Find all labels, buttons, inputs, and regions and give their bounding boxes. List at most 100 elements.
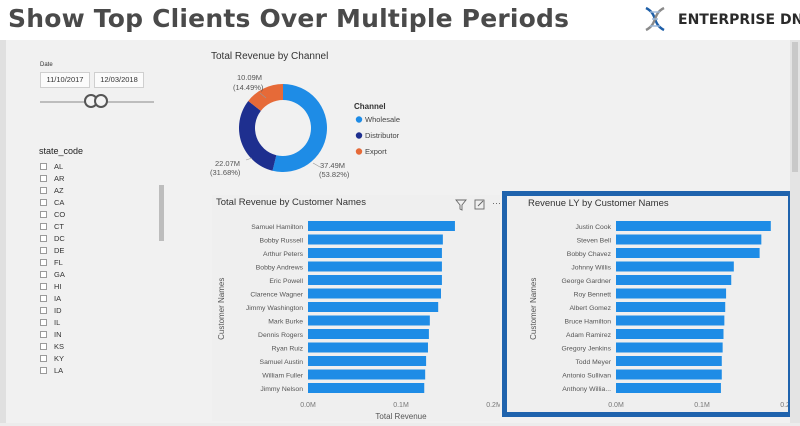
checkbox[interactable]	[40, 163, 47, 170]
total-revenue-bar-7[interactable]	[308, 315, 430, 326]
state-item-de[interactable]: DE	[40, 245, 156, 257]
checkbox[interactable]	[40, 187, 47, 194]
state-label: AR	[54, 174, 65, 183]
dna-helix-icon	[645, 6, 665, 32]
page-scrollbar-thumb[interactable]	[792, 42, 798, 172]
revenue-ly-bar-3[interactable]	[616, 261, 734, 272]
title-banner: Show Top Clients Over Multiple Periods E…	[0, 0, 800, 40]
filter-icon[interactable]	[455, 199, 467, 211]
revenue-ly-bar-11[interactable]	[616, 369, 722, 380]
date-slicer[interactable]: Date 11/10/2017 12/03/2018	[34, 58, 164, 114]
total-revenue-bar-11[interactable]	[308, 369, 426, 380]
total-revenue-bar-12[interactable]	[308, 383, 425, 393]
total-revenue-bar-8[interactable]	[308, 329, 429, 339]
revenue-ly-category-label: Steven Bell	[577, 238, 612, 245]
checkbox[interactable]	[40, 235, 47, 242]
total-revenue-bar-chart[interactable]: Total Revenue by Customer Names Samuel Ha…	[212, 195, 502, 421]
state-label: DE	[54, 246, 65, 255]
revenue-ly-bar-chart[interactable]: Revenue LY by Customer Names Justin Cook S…	[507, 196, 796, 421]
end-date-input[interactable]: 12/03/2018	[94, 72, 144, 88]
revenue-ly-bar-1[interactable]	[616, 234, 762, 245]
state-item-la[interactable]: LA	[40, 365, 156, 377]
donut-slice-wholesale[interactable]	[272, 84, 328, 172]
revenue-ly-bar-12[interactable]	[616, 383, 721, 393]
export-value-label: 10.09M	[237, 73, 262, 82]
total-revenue-bar-1[interactable]	[308, 234, 443, 245]
state-item-ks[interactable]: KS	[40, 341, 156, 353]
total-revenue-category-label: Jimmy Washington	[246, 305, 303, 312]
state-item-ca[interactable]: CA	[40, 197, 156, 209]
checkbox[interactable]	[40, 367, 47, 374]
state-item-ga[interactable]: GA	[40, 269, 156, 281]
checkbox[interactable]	[40, 211, 47, 218]
more-options-icon: ⋯	[492, 198, 500, 208]
state-list-scrollbar[interactable]	[159, 185, 164, 241]
total-revenue-bar-5[interactable]	[308, 288, 441, 299]
total-revenue-bar-6[interactable]	[308, 302, 439, 312]
checkbox[interactable]	[40, 175, 47, 182]
total-revenue-bar-10[interactable]	[308, 356, 427, 366]
state-label: LA	[54, 366, 64, 375]
checkbox[interactable]	[40, 307, 47, 314]
checkbox[interactable]	[40, 295, 47, 302]
total-revenue-bar-0[interactable]	[308, 221, 455, 231]
end-date-handle[interactable]	[94, 94, 108, 108]
checkbox[interactable]	[40, 355, 47, 362]
donut-chart-svg: 10.09M(14.49%) 22.07M(31.68%) 37.49M(53.82…	[210, 73, 400, 179]
revenue-ly-bar-8[interactable]	[616, 329, 724, 339]
focus-mode-icon[interactable]	[474, 199, 485, 210]
checkbox[interactable]	[40, 343, 47, 350]
checkbox[interactable]	[40, 247, 47, 254]
logo-text: ENTERPRISE DNA	[678, 12, 800, 28]
revenue-ly-bar-5[interactable]	[616, 288, 727, 299]
total-revenue-category-label: Clarence Wagner	[250, 292, 303, 299]
total-revenue-y-axis-label: Customer Names	[217, 278, 226, 340]
checkbox[interactable]	[40, 259, 47, 266]
total-revenue-bar-2[interactable]	[308, 248, 442, 258]
revenue-ly-bar-10[interactable]	[616, 356, 722, 366]
total-revenue-bar-3[interactable]	[308, 261, 442, 272]
revenue-ly-bar-0[interactable]	[616, 221, 771, 231]
total-revenue-category-label: Bobby Andrews	[256, 265, 304, 272]
state-item-ar[interactable]: AR	[40, 173, 156, 185]
state-item-co[interactable]: CO	[40, 209, 156, 221]
state-item-il[interactable]: IL	[40, 317, 156, 329]
state-item-in[interactable]: IN	[40, 329, 156, 341]
checkbox[interactable]	[40, 223, 47, 230]
total-revenue-bar-4[interactable]	[308, 275, 442, 285]
revenue-ly-bar-6[interactable]	[616, 302, 726, 312]
state-label: ID	[54, 306, 62, 315]
distributor-leader-line	[245, 157, 253, 161]
state-item-az[interactable]: AZ	[40, 185, 156, 197]
revenue-ly-bar-7[interactable]	[616, 315, 725, 326]
state-item-ct[interactable]: CT	[40, 221, 156, 233]
checkbox[interactable]	[40, 199, 47, 206]
donut-chart[interactable]: 10.09M (14.49%) 22.07M (31.68%) 37.49M (53.82…	[208, 46, 508, 186]
checkbox[interactable]	[40, 331, 47, 338]
revenue-ly-category-label: Johnny Willis	[571, 265, 611, 272]
revenue-ly-x-tick: 0.1M	[694, 402, 710, 409]
state-item-dc[interactable]: DC	[40, 233, 156, 245]
state-item-al[interactable]: AL	[40, 161, 156, 173]
state-item-ia[interactable]: IA	[40, 293, 156, 305]
checkbox[interactable]	[40, 271, 47, 278]
legend-marker-export	[355, 148, 363, 155]
state-item-fl[interactable]: FL	[40, 257, 156, 269]
total-revenue-category-label: Samuel Hamilton	[251, 224, 303, 231]
revenue-ly-category-label: Anthony Willia...	[562, 386, 611, 393]
wholesale-pct-label: (53.82%)	[319, 170, 350, 179]
state-item-ky[interactable]: KY	[40, 353, 156, 365]
page-scrollbar[interactable]	[790, 40, 800, 423]
revenue-ly-bar-2[interactable]	[616, 248, 760, 258]
checkbox[interactable]	[40, 319, 47, 326]
total-revenue-bar-9[interactable]	[308, 342, 428, 353]
legend-marker-wholesale	[355, 116, 363, 123]
legend-item-wholesale: Wholesale	[365, 115, 400, 124]
state-item-id[interactable]: ID	[40, 305, 156, 317]
donut-slice-distributor[interactable]	[239, 101, 277, 171]
revenue-ly-bar-4[interactable]	[616, 275, 732, 285]
checkbox[interactable]	[40, 283, 47, 290]
revenue-ly-bar-9[interactable]	[616, 342, 723, 353]
start-date-input[interactable]: 11/10/2017	[40, 72, 90, 88]
state-item-hi[interactable]: HI	[40, 281, 156, 293]
